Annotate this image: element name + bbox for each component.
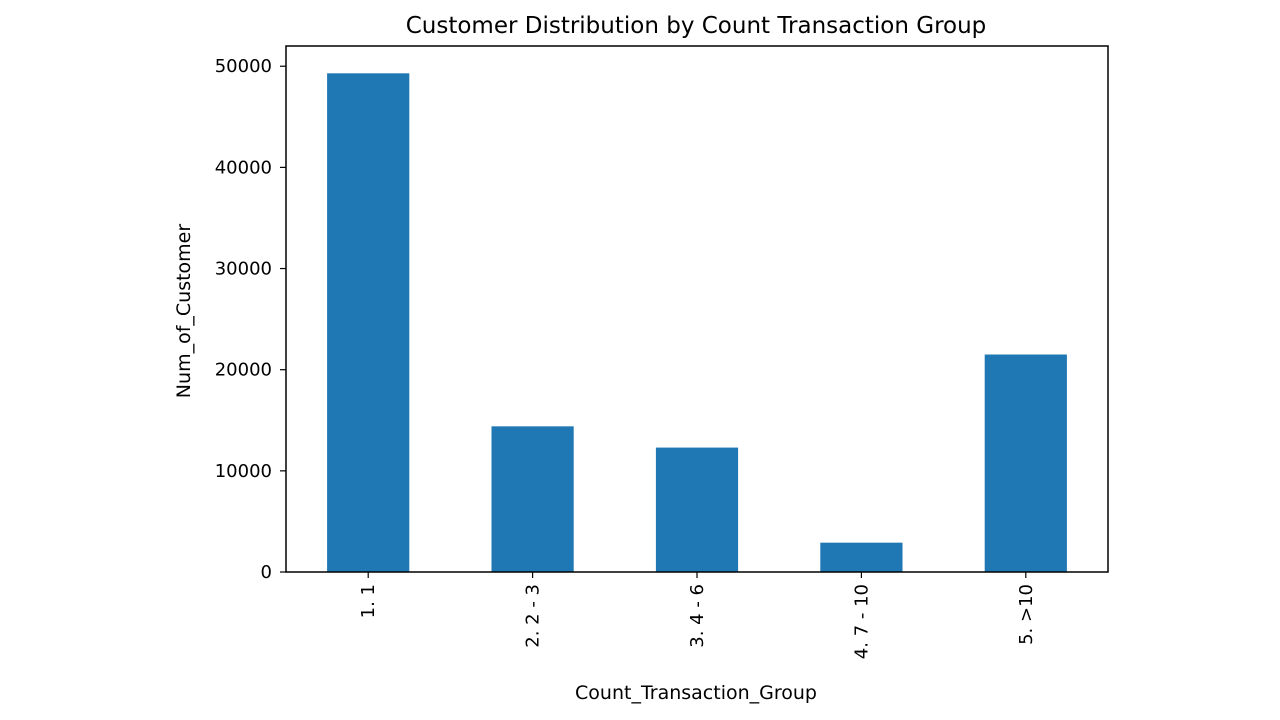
x-tick-label: 2. 2 - 3 — [523, 584, 544, 648]
x-axis-ticks: 1. 1 2. 2 - 3 3. 4 - 6 4. 7 - 10 5. >10 — [358, 572, 1037, 659]
y-tick-label: 50000 — [215, 56, 272, 77]
y-tick-label: 30000 — [215, 259, 272, 280]
y-tick-label: 10000 — [215, 461, 272, 482]
x-tick-label: 3. 4 - 6 — [687, 584, 708, 648]
x-tick-label: 5. >10 — [1016, 584, 1037, 645]
y-tick-label: 20000 — [215, 360, 272, 381]
bar — [491, 426, 574, 572]
y-tick-label: 0 — [261, 562, 272, 583]
bar — [820, 542, 903, 572]
bar — [327, 73, 410, 573]
x-axis-label: Count_Transaction_Group — [575, 682, 817, 704]
y-axis-ticks: 0 10000 20000 30000 40000 50000 — [215, 56, 286, 583]
x-tick-label: 4. 7 - 10 — [851, 584, 872, 659]
chart-title: Customer Distribution by Count Transacti… — [406, 13, 987, 39]
y-tick-label: 40000 — [215, 157, 272, 178]
plot-frame — [285, 45, 1109, 573]
x-tick-label: 1. 1 — [358, 584, 379, 618]
bars-group — [327, 73, 1067, 573]
bar — [655, 447, 739, 572]
bar — [984, 354, 1067, 572]
y-axis-label: Num_of_Customer — [173, 224, 195, 399]
